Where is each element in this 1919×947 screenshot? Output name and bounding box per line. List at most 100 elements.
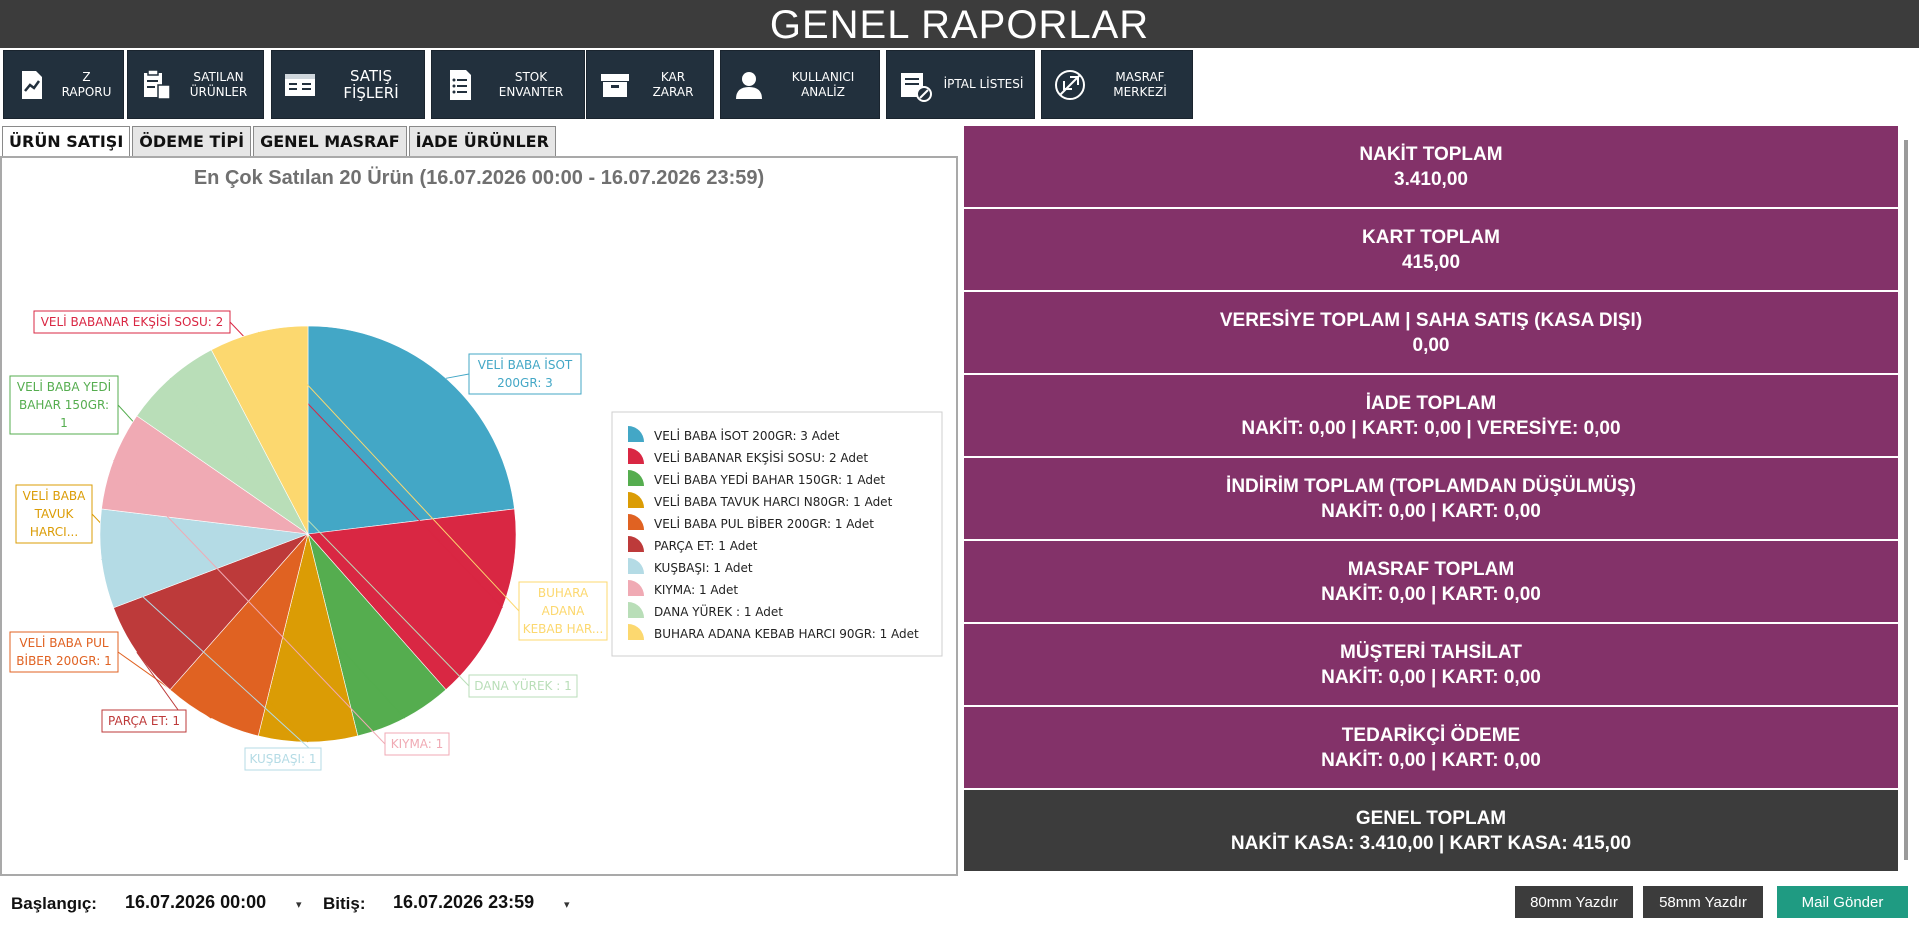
- expense-center-button[interactable]: MASRAF MERKEZİ: [1041, 50, 1193, 119]
- summary-title: NAKİT TOPLAM: [1359, 144, 1503, 165]
- slice-label: PARÇA ET: 1: [108, 714, 180, 728]
- slice-label-box: [384, 732, 450, 756]
- summary-title: İNDİRİM TOPLAM (TOPLAMDAN DÜŞÜLMÜŞ): [1226, 476, 1636, 497]
- label-leader-line: [169, 377, 470, 687]
- slice-label-box: [33, 310, 231, 334]
- send-mail-button[interactable]: Mail Gönder: [1777, 886, 1908, 918]
- sales-receipts-button[interactable]: SATIŞ FİŞLERİ: [271, 50, 425, 119]
- slice-label-box: [15, 484, 93, 544]
- summary-value: 0,00: [1412, 335, 1450, 356]
- summary-value: NAKİT KASA: 3.410,00 | KART KASA: 415,00: [1230, 833, 1632, 854]
- sold-products-icon: [144, 68, 171, 100]
- chart-legend: [611, 411, 943, 657]
- toolbar-label: MASRAF MERKEZİ: [1113, 69, 1167, 99]
- chevron-down-icon[interactable]: ▾: [564, 898, 570, 911]
- slice-label: VELİ BABA TAVUK HARCI...: [23, 488, 87, 539]
- slice-label-box: [468, 674, 578, 698]
- summary-value: NAKİT: 0,00 | KART: 0,00: [1321, 501, 1541, 522]
- slice-label-box: [9, 631, 119, 673]
- label-leader-line: [257, 331, 520, 612]
- z-report-button[interactable]: Z RAPORU: [3, 50, 124, 119]
- summary-value: NAKİT: 0,00 | KART: 0,00: [1321, 584, 1541, 605]
- summary-title: MÜŞTERİ TAHSİLAT: [1340, 642, 1522, 663]
- toolbar-label: SATILAN ÜRÜNLER: [189, 69, 248, 99]
- legend-item: VELİ BABA TAVUK HARCI N80GR: 1 Adet: [654, 494, 893, 509]
- legend-marker: [628, 624, 644, 640]
- summary-card: GENEL TOPLAM NAKİT KASA: 3.410,00 | KART …: [964, 790, 1898, 871]
- slice-label-box: [101, 709, 187, 733]
- profit-loss-button[interactable]: KAR ZARAR: [586, 50, 714, 119]
- legend-marker: [628, 514, 644, 530]
- slice-label-box: [244, 747, 322, 771]
- summary-card: NAKİT TOPLAM 3.410,00: [964, 126, 1898, 207]
- chart-panel: En Çok Satılan 20 Ürün (16.07.2026 00:00…: [0, 156, 958, 876]
- summary-value: 3.410,00: [1394, 169, 1468, 190]
- legend-item: KUŞBAŞI: 1 Adet: [654, 561, 753, 575]
- toolbar-label: SATIŞ FİŞLERİ: [343, 66, 399, 102]
- legend-item: VELİ BABA YEDİ BAHAR 150GR: 1 Adet: [654, 472, 885, 487]
- summary-card: İADE TOPLAM NAKİT: 0,00 | KART: 0,00 | VE…: [964, 375, 1898, 456]
- legend-marker: [628, 558, 644, 574]
- pie-chart: En Çok Satılan 20 Ürün (16.07.2026 00:00…: [9, 166, 943, 771]
- legend-item: VELİ BABA PUL BİBER 200GR: 1 Adet: [654, 516, 874, 531]
- legend-item: BUHARA ADANA KEBAB HARCI 90GR: 1 Adet: [654, 627, 919, 641]
- slice-label: VELİ BABA YEDİ BAHAR 150GR: 1: [17, 379, 111, 430]
- user-analysis-button[interactable]: KULLANICI ANALİZ: [720, 50, 880, 119]
- summary-card: TEDARİKÇİ ÖDEME NAKİT: 0,00 | KART: 0,00: [964, 707, 1898, 788]
- legend-item: KIYMA: 1 Adet: [654, 583, 738, 597]
- print-58mm-button[interactable]: 58mm Yazdır: [1643, 886, 1763, 918]
- slice-label: VELİ BABA İSOT 200GR: 3: [478, 357, 573, 390]
- slice-label-box: [518, 581, 608, 641]
- label-leader-line: [113, 459, 386, 745]
- print-80mm-button[interactable]: 80mm Yazdır: [1515, 886, 1633, 918]
- legend-marker: [628, 470, 644, 486]
- profit-box-icon: [601, 73, 629, 97]
- cancel-list-button[interactable]: İPTAL LİSTESİ: [886, 50, 1035, 119]
- label-leader-line: [445, 373, 470, 379]
- summary-title: VERESİYE TOPLAM | SAHA SATIŞ (KASA DIŞI): [1219, 310, 1643, 331]
- summary-title: MASRAF TOPLAM: [1347, 559, 1515, 580]
- report-chart-icon: [22, 70, 42, 99]
- summary-card: KART TOPLAM 415,00: [964, 209, 1898, 290]
- toolbar-label: İPTAL LİSTESİ: [943, 77, 1024, 91]
- stock-inventory-button[interactable]: STOK ENVANTER: [431, 50, 585, 119]
- chart-title: En Çok Satılan 20 Ürün (16.07.2026 00:00…: [194, 166, 764, 189]
- legend-marker: [628, 580, 644, 596]
- summary-card: MÜŞTERİ TAHSİLAT NAKİT: 0,00 | KART: 0,00: [964, 624, 1898, 705]
- user-icon: [736, 71, 762, 99]
- expense-icon: [1055, 69, 1085, 100]
- legend-item: VELİ BABA İSOT 200GR: 3 Adet: [654, 428, 840, 443]
- vertical-scrollbar[interactable]: [1904, 140, 1908, 860]
- toolbar-label: KAR ZARAR: [652, 69, 694, 99]
- legend-marker: [628, 448, 644, 464]
- tab-general-expense[interactable]: GENEL MASRAF: [253, 126, 407, 157]
- slice-label: VELİ BABA PUL BİBER 200GR: 1: [16, 635, 111, 668]
- pie-slice[interactable]: [307, 325, 515, 535]
- receipts-icon: [285, 73, 315, 96]
- tab-payment-type[interactable]: ÖDEME TİPİ: [132, 126, 252, 157]
- legend-item: DANA YÜREK : 1 Adet: [654, 603, 783, 619]
- start-label: Başlangıç:: [11, 894, 97, 913]
- summary-value: NAKİT: 0,00 | KART: 0,00: [1321, 667, 1541, 688]
- stock-list-icon: [450, 69, 471, 100]
- label-leader-line: [101, 558, 322, 760]
- window-title: GENEL RAPORLAR: [0, 0, 1919, 48]
- slice-label: VELİ BABANAR EKŞİSİ SOSU: 2: [41, 314, 224, 329]
- chevron-down-icon[interactable]: ▾: [296, 898, 302, 911]
- legend-marker: [628, 426, 644, 442]
- start-date-picker[interactable]: 16.07.2026 00:00: [125, 892, 267, 912]
- summary-value: NAKİT: 0,00 | KART: 0,00: [1321, 750, 1541, 771]
- summary-panel: NAKİT TOPLAM 3.410,00 KART TOPLAM 415,00 VER…: [964, 126, 1898, 875]
- toolbar-label: KULLANICI ANALİZ: [791, 69, 855, 99]
- end-label: Bitiş:: [323, 894, 366, 913]
- end-date-picker[interactable]: 16.07.2026 23:59: [393, 892, 535, 912]
- tab-returned-products[interactable]: İADE ÜRÜNLER: [408, 126, 556, 157]
- summary-value: 415,00: [1401, 252, 1461, 273]
- legend-item: PARÇA ET: 1 Adet: [654, 539, 758, 553]
- sold-products-button[interactable]: SATILAN ÜRÜNLER: [127, 50, 264, 119]
- summary-card: MASRAF TOPLAM NAKİT: 0,00 | KART: 0,00: [964, 541, 1898, 622]
- summary-title: KART TOPLAM: [1362, 227, 1500, 248]
- tab-product-sales[interactable]: ÜRÜN SATIŞI: [2, 126, 131, 157]
- report-tabs: ÜRÜN SATIŞI ÖDEME TİPİ GENEL MASRAF İADE…: [2, 126, 558, 157]
- toolbar-label: STOK ENVANTER: [498, 69, 564, 99]
